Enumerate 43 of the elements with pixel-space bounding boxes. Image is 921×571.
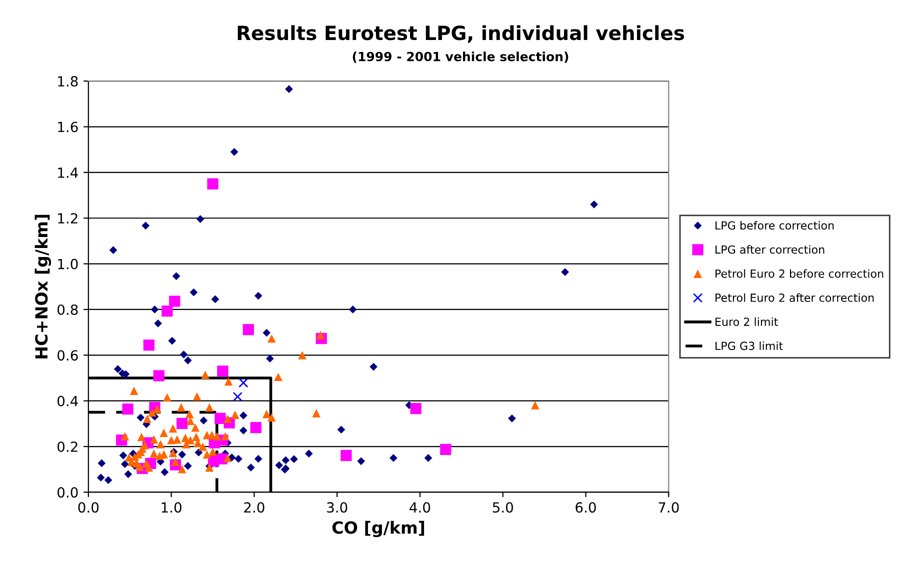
y-tick-label: 0.6: [58, 350, 78, 361]
point: [232, 392, 242, 402]
y-tick-label: 1.0: [58, 258, 78, 270]
point: [242, 324, 254, 336]
y-axis-title: HC+NOx [g/km]: [34, 214, 52, 358]
point: [340, 450, 352, 461]
point: [410, 403, 422, 414]
point: [250, 422, 262, 434]
y-tick-label: 1.4: [58, 168, 78, 178]
point: [207, 178, 218, 190]
point: [169, 296, 180, 307]
point: [153, 370, 164, 382]
chart-title: Results Eurotest LPG, individual vehicles: [238, 25, 684, 43]
point: [238, 378, 248, 388]
legend-label: LPG before correction: [716, 221, 834, 230]
y-tick-label: 1.2: [58, 213, 78, 224]
point: [143, 340, 154, 351]
chart-subtitle: (1999 - 2001 vehicle selection): [352, 52, 568, 63]
point: [176, 418, 188, 430]
x-tick-label: 7.0: [658, 502, 679, 513]
point: [162, 306, 173, 317]
x-tick-label: 2.0: [244, 502, 264, 513]
point: [440, 444, 452, 456]
legend-label: LPG after correction: [716, 245, 824, 254]
x-tick-label: 6.0: [576, 502, 596, 513]
x-axis-title: CO [g/km]: [332, 520, 424, 538]
legend-label: Euro 2 limit: [716, 317, 778, 326]
y-tick-label: 0.8: [58, 304, 78, 315]
x-tick-label: 1.0: [162, 502, 182, 513]
y-tick-label: 0.2: [58, 441, 78, 452]
y-tick-label: 1.6: [58, 122, 78, 132]
point: [217, 366, 228, 377]
x-tick-label: 5.0: [492, 502, 513, 513]
y-tick-label: 0.4: [58, 396, 78, 406]
legend-label: Petrol Euro 2 before correction: [716, 269, 884, 278]
point: [122, 404, 134, 415]
x-tick-label: 3.0: [327, 502, 348, 513]
legend-label: LPG G3 limit: [716, 341, 783, 350]
y-tick-label: 1.8: [58, 76, 78, 87]
y-tick-label: 0.0: [58, 487, 78, 498]
x-tick-label: 4.0: [410, 502, 430, 513]
x-tick-label: 0.0: [78, 502, 99, 513]
legend-label: Petrol Euro 2 after correction: [716, 293, 874, 302]
